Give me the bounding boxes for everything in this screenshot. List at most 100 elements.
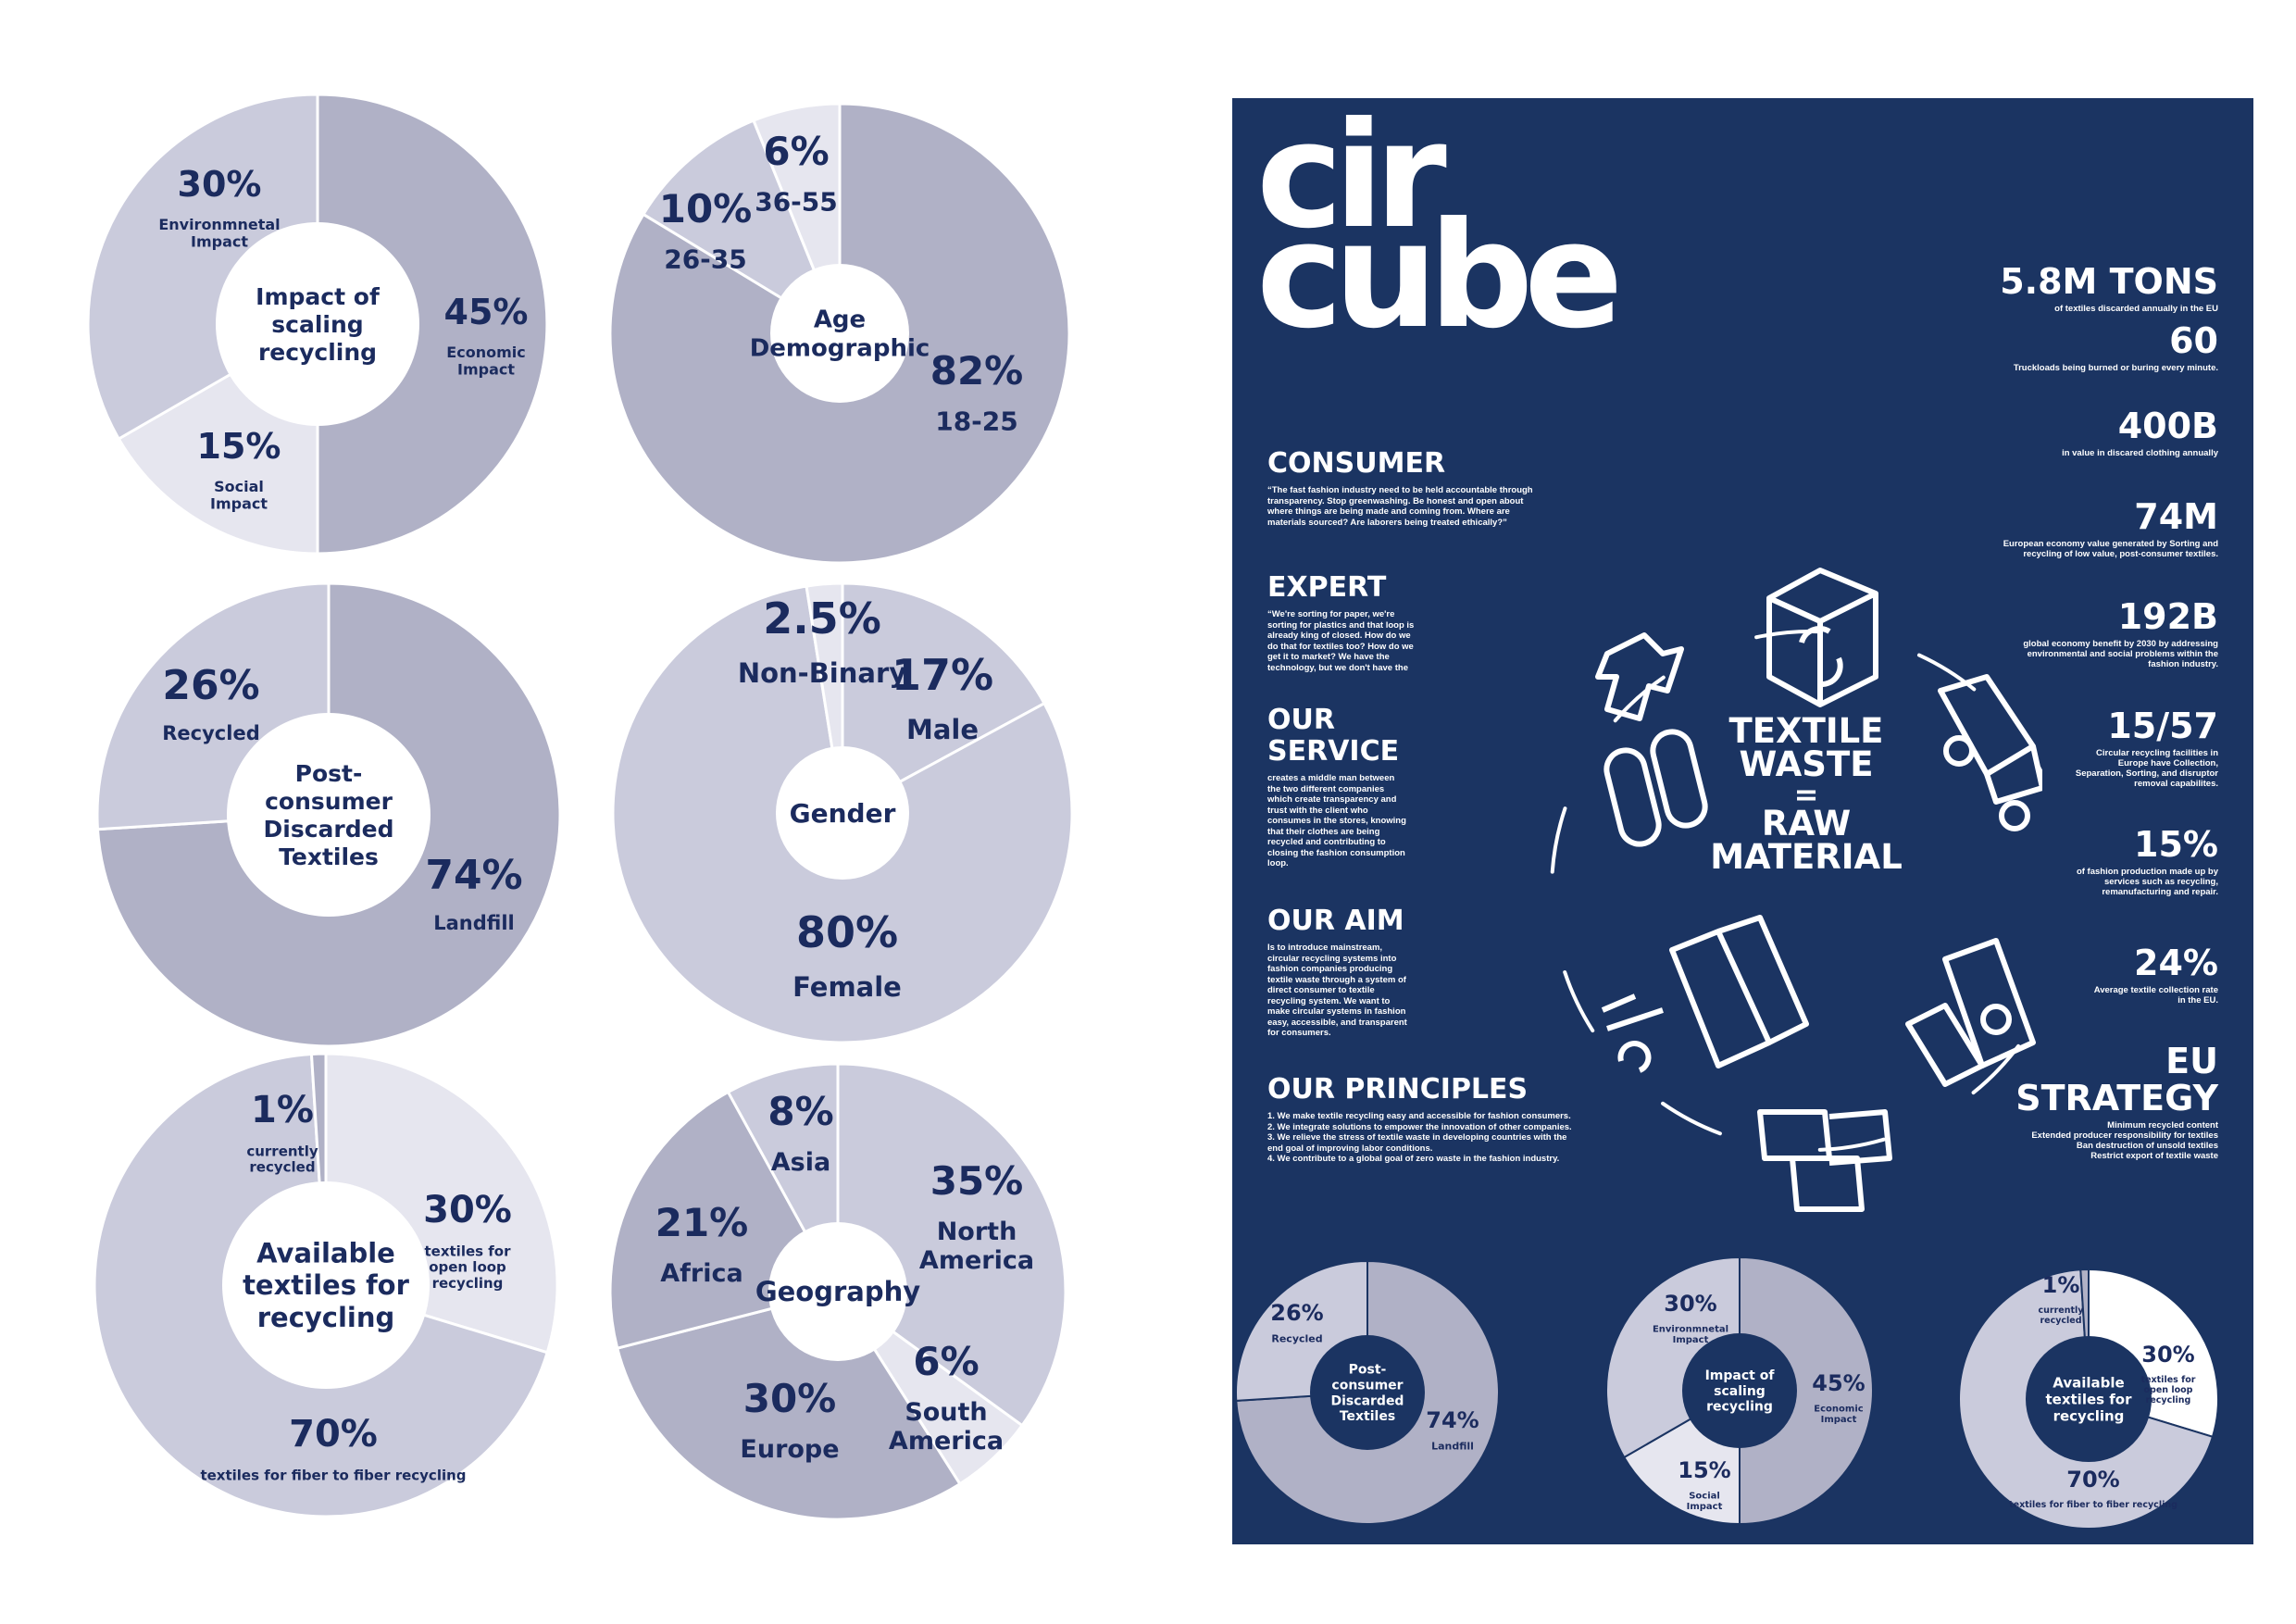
slice-value-textiles-for-fiber-to-fiber-recycling: 70% [289, 1413, 378, 1455]
mini-chart-impact: Impact ofscalingrecycling45%EconomicImpa… [1605, 1255, 1874, 1526]
slice-label-textiles-for-open-loop-recycling: textiles for [2141, 1375, 2196, 1385]
chart-title: Demographic [750, 335, 930, 363]
slice-label-non-binary: Non-Binary [738, 657, 906, 689]
chart-title: recycling [2053, 1407, 2125, 1424]
slogan-line-2: WASTE [1739, 744, 1874, 784]
slice-label-26-35: 26-35 [664, 244, 747, 275]
donut-hole [216, 222, 419, 426]
slice-value-environmnetal-impact: 30% [178, 164, 262, 205]
stat-value: 5.8M TONS [2000, 261, 2218, 302]
slice-value-recycled: 26% [1270, 1300, 1323, 1326]
slice-value-economic-impact: 45% [444, 292, 529, 332]
slice-north-america [836, 1062, 1067, 1428]
slice-label-asia: Asia [771, 1148, 830, 1177]
donut-hole [222, 1181, 430, 1389]
stat-value: 74M [2134, 496, 2218, 537]
stat-desc: Circular recycling facilities in Europe … [2075, 748, 2218, 789]
slice-economic-impact [1739, 1255, 1874, 1526]
chart-title: recycling [257, 1302, 395, 1333]
chart-title: scaling [1714, 1384, 1766, 1399]
logo-line-2: cube [1256, 191, 1623, 361]
slice-value-male: 17% [892, 650, 993, 700]
stat-tons: 5.8M TONS of textiles discarded annually… [2000, 263, 2218, 314]
stat-desc: global economy benefit by 2030 by addres… [2023, 639, 2218, 669]
stat-desc: Truckloads being burned or buring every … [2013, 363, 2218, 373]
section-body: “The fast fashion industry need to be he… [1267, 485, 1533, 528]
slice-value-18-25: 82% [930, 348, 1024, 394]
chart-title: Age [814, 306, 866, 334]
stat-truckloads: 60 Truckloads being burned or buring eve… [2014, 322, 2218, 373]
slice-value-36-55: 6% [763, 129, 829, 174]
slogan-equals: = [1793, 777, 1819, 812]
slice-value-textiles-for-fiber-to-fiber-recycling: 70% [2066, 1467, 2119, 1493]
slice-label-environmnetal-impact: Environmnetal [1653, 1325, 1728, 1335]
slice-label-18-25: 18-25 [935, 406, 1018, 437]
shirt-icon [1595, 632, 1708, 847]
slice-value-social-impact: 15% [197, 426, 281, 467]
slice-value-economic-impact: 45% [1812, 1370, 1865, 1396]
slice-label-textiles-for-open-loop-recycling: recycling [432, 1275, 504, 1292]
slice-label-north-america: North [937, 1218, 1017, 1246]
recycling-cycle-graphic [1550, 568, 2042, 1212]
slice-value-europe: 30% [743, 1376, 837, 1421]
slice-label-recycled: Recycled [1271, 1333, 1322, 1345]
slice-label-social-impact: Social [1689, 1492, 1720, 1502]
chart-title: recycling [1706, 1400, 1773, 1415]
section-body: 1. We make textile recycling easy and ac… [1267, 1111, 1572, 1164]
slice-value-landfill: 74% [425, 852, 522, 899]
donut-hole [1310, 1335, 1425, 1450]
slice-value-landfill: 74% [1426, 1407, 1479, 1433]
section-heading: OUR SERVICE [1267, 704, 1400, 768]
slice-value-currently-recycled: 1% [2042, 1272, 2080, 1298]
section-body: creates a middle man between the two dif… [1267, 773, 1406, 868]
stat-desc: of fashion production made up by service… [2076, 867, 2218, 897]
slice-value-north-america: 35% [930, 1158, 1024, 1204]
circube-poster: cir cube CONSUMER “The fast fashion indu… [1232, 93, 2253, 1544]
section-our-service: OUR SERVICE creates a middle man between… [1267, 705, 1406, 869]
slice-label-economic-impact: Economic [446, 344, 525, 361]
chart-gender: Gender 17% Male 80% Female 2.5% Non-Binary [611, 581, 1074, 1044]
stat-value-discarded: 400B in value in discared clothing annua… [2062, 407, 2218, 458]
slice-label-textiles-for-open-loop-recycling: open loop [2144, 1385, 2193, 1395]
slogan-line-1: TEXTILE [1728, 711, 1884, 751]
slice-label-currently-recycled: recycled [2040, 1316, 2081, 1326]
slice-label-social-impact: Social [214, 478, 264, 495]
slice-label-social-impact: Impact [1687, 1502, 1723, 1512]
stat-eu-economy: 74M European economy value generated by … [2003, 498, 2218, 559]
slice-label-social-impact: Impact [210, 495, 268, 513]
slice-label-north-america: America [919, 1246, 1034, 1275]
donut-hole [768, 1222, 907, 1361]
truck-icon [1938, 674, 2042, 831]
stat-desc: Average textile collection rate in the E… [2093, 985, 2218, 1006]
slice-label-36-55: 36-55 [755, 187, 838, 218]
slice-label-female: Female [792, 971, 902, 1003]
slice-europe [615, 1290, 962, 1521]
stat-desc: in value in discared clothing annually [2062, 448, 2218, 458]
slice-label-male: Male [906, 714, 979, 745]
slogan-line-3: RAW [1761, 804, 1852, 843]
slice-label-landfill: Landfill [433, 912, 515, 934]
donut-hole [770, 264, 909, 403]
section-our-aim: OUR AIM Is to introduce mainstream, circ… [1267, 906, 1407, 1039]
chart-title: Discarded [264, 816, 394, 843]
logo-line-1: cir [1256, 91, 1447, 261]
factory-icon [1601, 915, 1809, 1073]
slice-label-economic-impact: Economic [1814, 1405, 1863, 1415]
stat-value: 400B [2117, 406, 2218, 446]
chart-impact-of-scaling-recycling: Impact ofscalingrecycling45%EconomicImpa… [86, 93, 549, 556]
chart-title: Available [2053, 1374, 2124, 1391]
slice-label-environmnetal-impact: Environmnetal [158, 216, 280, 233]
slice-value-female: 80% [796, 907, 898, 957]
slice-label-europe: Europe [740, 1435, 839, 1464]
slice-value-currently-recycled: 1% [251, 1089, 314, 1131]
chart-title: Post- [1349, 1363, 1387, 1378]
stat-collection-rate: 24% Average textile collection rate in t… [2094, 944, 2218, 1006]
slice-economic-impact [316, 93, 549, 556]
stat-value: 15% [2134, 824, 2218, 865]
section-heading: CONSUMER [1267, 447, 1446, 480]
stat-desc: Minimum recycled content Extended produc… [2031, 1120, 2218, 1161]
stat-value: 24% [2134, 943, 2218, 983]
